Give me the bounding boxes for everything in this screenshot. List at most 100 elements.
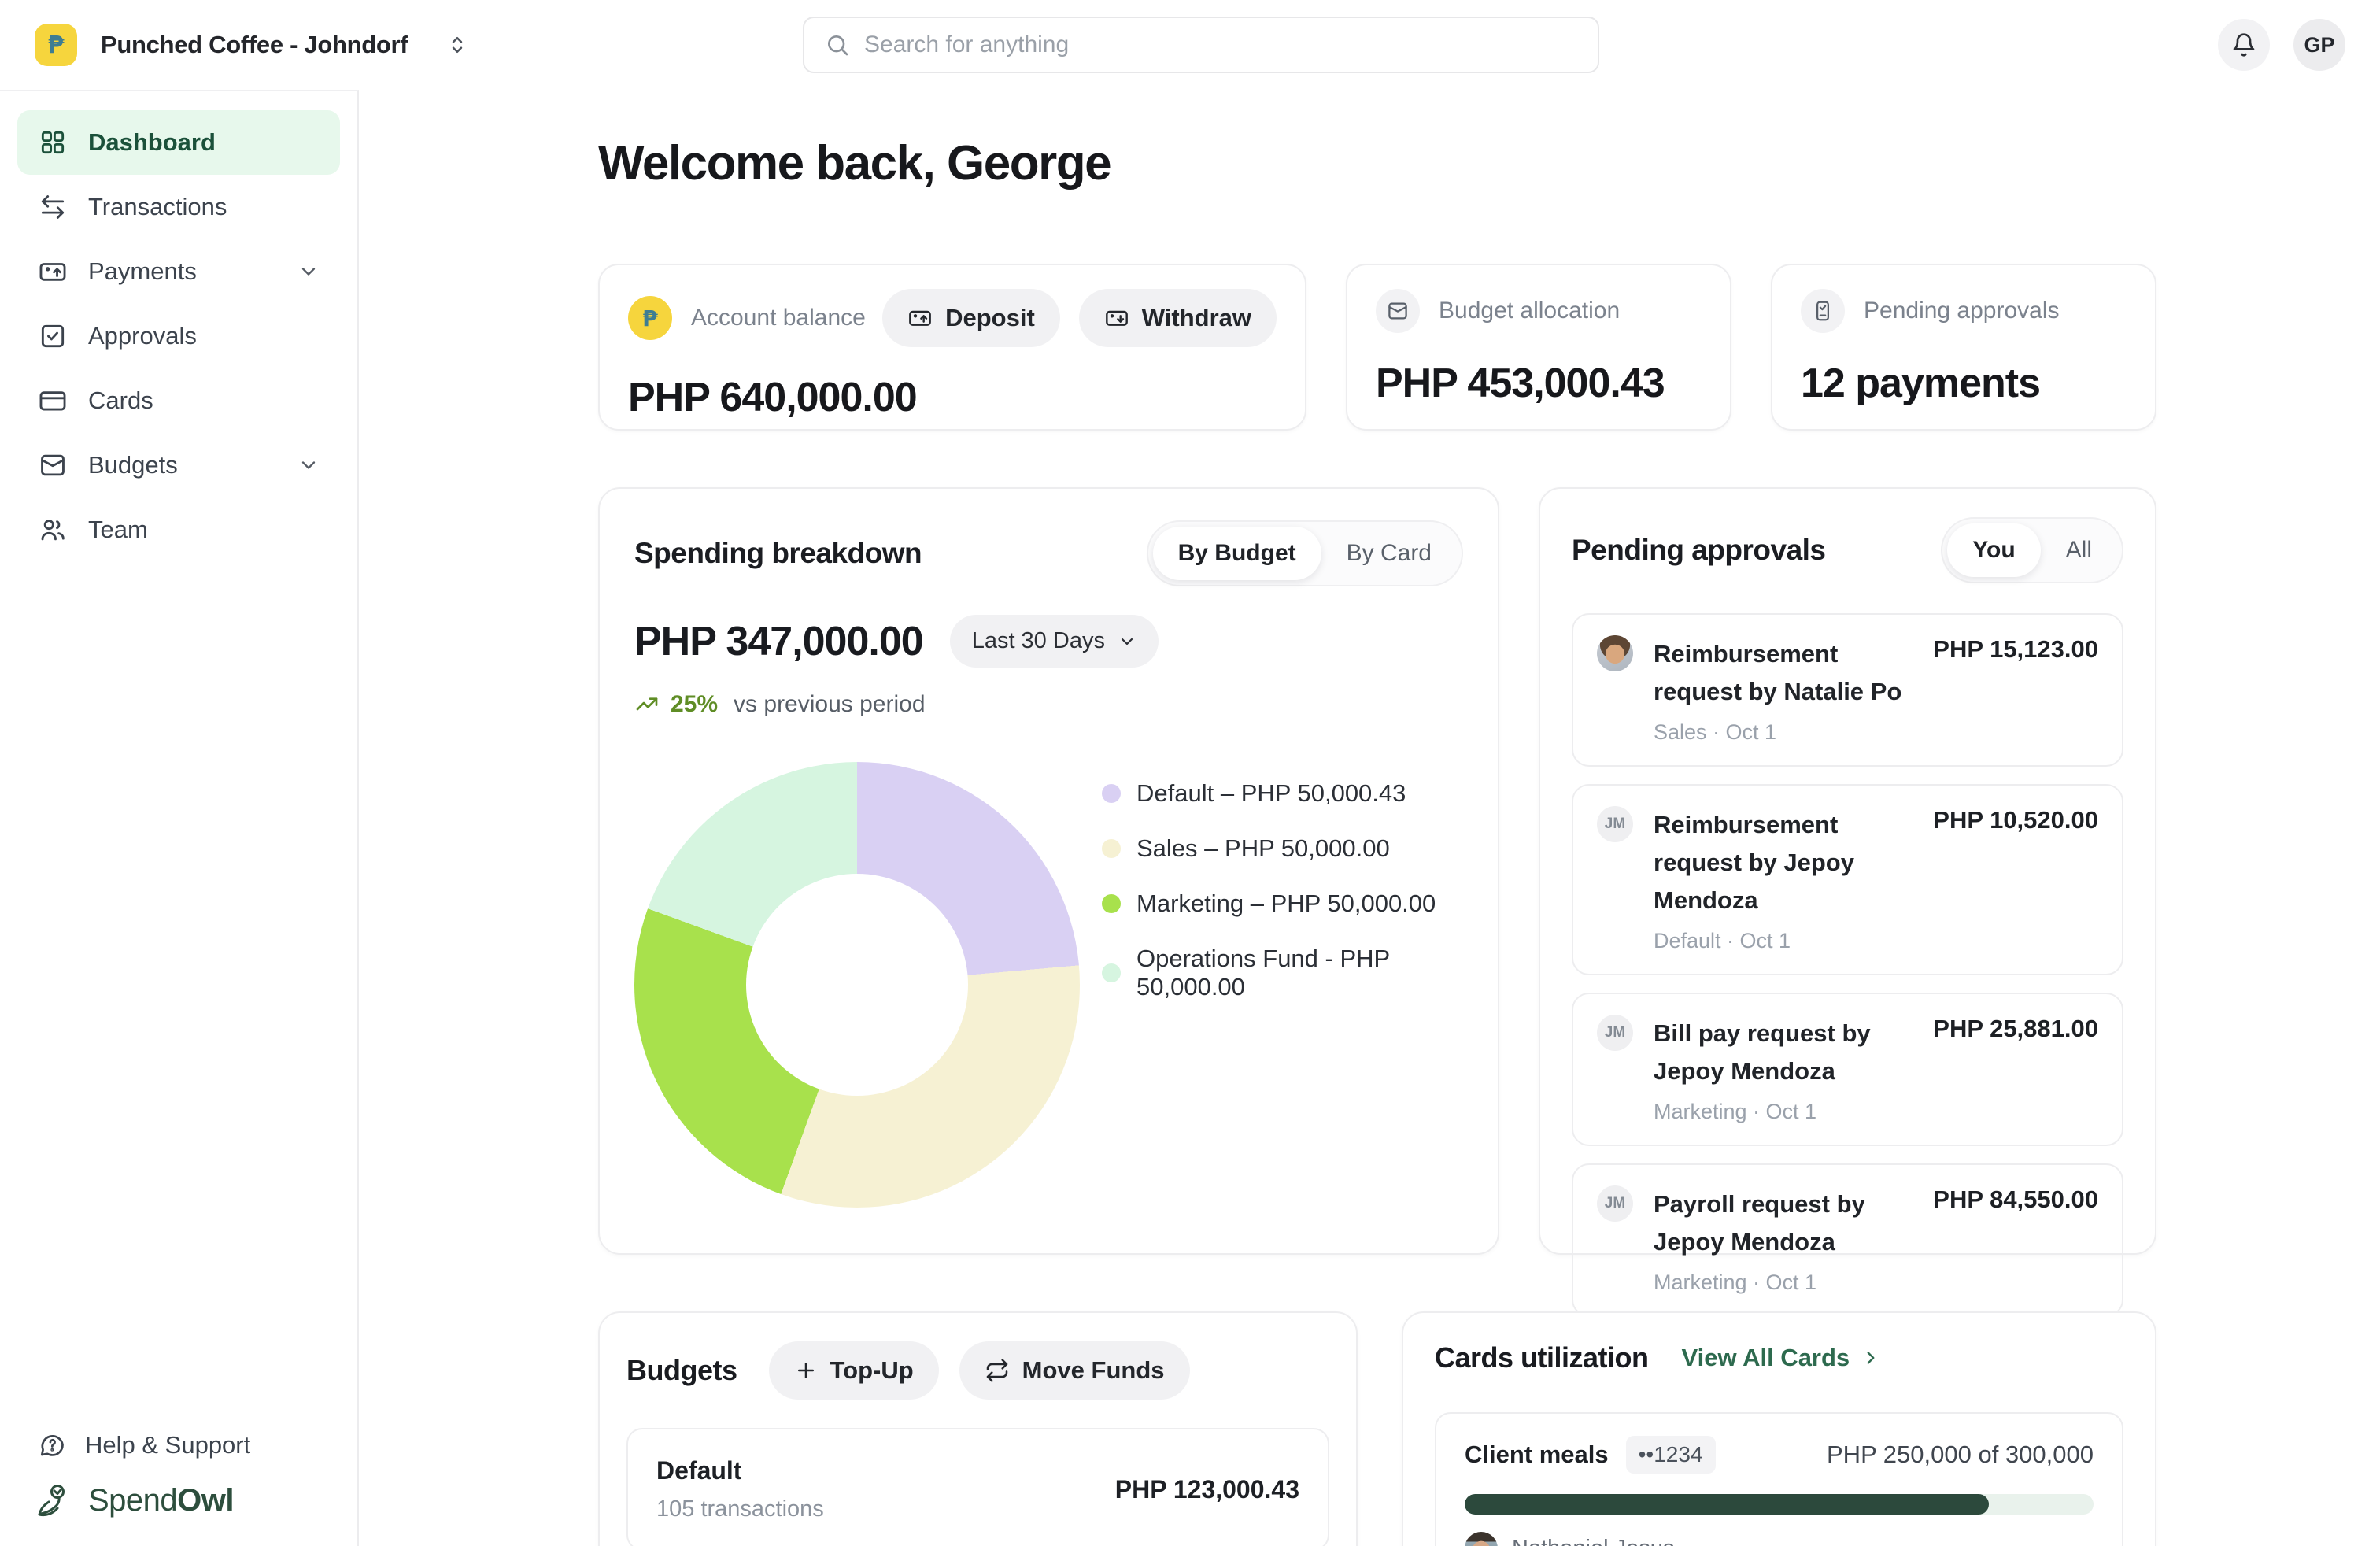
search-input[interactable] (864, 31, 1577, 58)
spendowl-wordmark: SpendOwl (88, 1482, 235, 1518)
sidebar-item-budgets[interactable]: Budgets (17, 433, 340, 497)
card-withdraw-icon (1104, 305, 1129, 331)
card-usage-label: PHP 250,000 of 300,000 (1827, 1441, 2094, 1468)
sidebar-item-label: Dashboard (88, 128, 216, 156)
chevron-right-icon (1861, 1348, 1881, 1368)
card-deposit-icon (907, 305, 933, 331)
app-logo: ₱ (35, 24, 77, 66)
legend-dot-sales (1102, 839, 1121, 858)
spendowl-footer-logo: SpendOwl (17, 1474, 340, 1519)
approval-list-item[interactable]: JM Reimbursement request by Jepoy Mendoz… (1572, 784, 2123, 976)
avatar (1465, 1532, 1498, 1546)
budget-allocation-label: Budget allocation (1439, 298, 1621, 324)
pending-approvals-label: Pending approvals (1864, 298, 2060, 324)
avatar (1597, 635, 1633, 671)
top-bar: ₱ Punched Coffee - Johndorf GP (0, 0, 2380, 90)
approval-list-item[interactable]: Reimbursement request by Natalie Po PHP … (1572, 613, 2123, 767)
toggle-all[interactable]: All (2065, 537, 2092, 563)
people-icon (38, 515, 68, 545)
sidebar-item-label: Approvals (88, 322, 197, 350)
approval-list-item[interactable]: JM Bill pay request by Jepoy Mendoza PHP… (1572, 993, 2123, 1147)
budgets-panel: Budgets Top-Up Move Funds Default (598, 1311, 1358, 1546)
budget-row-default[interactable]: Default 105 transactions PHP 123,000.43 (626, 1428, 1329, 1546)
sidebar-item-approvals[interactable]: Approvals (17, 304, 340, 368)
toggle-by-card[interactable]: By Card (1346, 540, 1432, 566)
grid-icon (38, 128, 68, 157)
deposit-button[interactable]: Deposit (882, 289, 1060, 347)
card-utilization-progress-fill (1465, 1494, 1989, 1515)
spendowl-owl-icon (35, 1481, 72, 1519)
toggle-by-budget[interactable]: By Budget (1152, 527, 1321, 580)
legend-dot-marketing (1102, 894, 1121, 913)
card-utilization-row[interactable]: Client meals ••1234 PHP 250,000 of 300,0… (1435, 1412, 2123, 1546)
search-bar[interactable] (803, 17, 1599, 73)
clipboard-check-icon (1801, 289, 1845, 333)
budget-envelope-icon (38, 450, 68, 480)
donut-legend: Default – PHP 50,000.43 Sales – PHP 50,0… (1102, 762, 1463, 1208)
user-avatar[interactable]: GP (2293, 19, 2345, 71)
up-down-chevrons-icon[interactable] (445, 33, 469, 57)
spending-view-toggle: By Budget By Card (1146, 520, 1463, 586)
trend-caption: vs previous period (734, 691, 926, 717)
withdraw-button[interactable]: Withdraw (1078, 289, 1277, 347)
pending-approvals-count: 12 payments (1801, 361, 2041, 406)
page-title: Welcome back, George (598, 136, 1112, 190)
card-utilization-progress (1465, 1494, 2094, 1515)
avatar: JM (1597, 1015, 1633, 1052)
pending-approvals-card: Pending approvals 12 payments (1771, 264, 2156, 431)
budget-allocation-amount: PHP 453,000.43 (1376, 361, 1665, 406)
pending-approvals-title: Pending approvals (1572, 534, 1826, 566)
pending-approvals-panel: Pending approvals You All Reimbursement … (1539, 487, 2156, 1318)
cards-utilization-panel: Cards utilization View All Cards Client … (1402, 1311, 2156, 1546)
legend-dot-default (1102, 784, 1121, 803)
avatar: JM (1597, 806, 1633, 843)
sidebar-item-payments[interactable]: Payments (17, 239, 340, 304)
search-icon (825, 32, 850, 57)
move-funds-button[interactable]: Move Funds (959, 1341, 1190, 1400)
sidebar-item-transactions[interactable]: Transactions (17, 175, 340, 239)
main-content: Welcome back, George ₱ Account balance D… (359, 90, 2380, 1546)
account-balance-label: Account balance (691, 305, 866, 331)
sidebar-item-dashboard[interactable]: Dashboard (17, 110, 340, 175)
card-send-icon (38, 257, 68, 287)
sidebar-item-label: Team (88, 516, 148, 543)
approval-list-item[interactable]: JM Payroll request by Jepoy Mendoza PHP … (1572, 1163, 2123, 1318)
cards-utilization-title: Cards utilization (1435, 1341, 1649, 1374)
period-dropdown[interactable]: Last 30 Days (949, 615, 1159, 668)
spending-breakdown-title: Spending breakdown (634, 537, 922, 569)
view-all-cards-link[interactable]: View All Cards (1682, 1344, 1882, 1372)
legend-item: Default – PHP 50,000.43 (1102, 779, 1463, 808)
help-bubble-icon (38, 1431, 66, 1459)
credit-card-icon (38, 386, 68, 416)
sidebar-item-cards[interactable]: Cards (17, 368, 340, 433)
account-balance-card: ₱ Account balance Deposit Withdraw (598, 264, 1306, 431)
notifications-button[interactable] (2218, 19, 2270, 71)
check-square-icon (38, 321, 68, 351)
help-support-link[interactable]: Help & Support (17, 1417, 340, 1474)
plus-icon (794, 1359, 818, 1382)
chevron-down-icon[interactable] (298, 454, 320, 476)
spending-donut (634, 762, 1080, 1208)
toggle-you[interactable]: You (1947, 523, 2041, 577)
swap-arrows-icon (38, 192, 68, 222)
org-switcher[interactable]: ₱ Punched Coffee - Johndorf (35, 24, 469, 66)
legend-item: Marketing – PHP 50,000.00 (1102, 890, 1463, 918)
spending-total-amount: PHP 347,000.00 (634, 618, 924, 664)
sidebar: Dashboard Transactions Payments Approval… (0, 90, 359, 1546)
trend-percentage: 25% (671, 691, 719, 717)
trend-up-icon (634, 692, 660, 717)
approvals-scope-toggle: You All (1941, 517, 2123, 583)
peso-coin-icon: ₱ (628, 296, 672, 340)
chevron-down-icon[interactable] (298, 261, 320, 283)
peso-logo-icon: ₱ (47, 31, 65, 59)
legend-dot-operations-fund (1102, 963, 1121, 982)
account-balance-amount: PHP 640,000.00 (628, 375, 918, 420)
spending-breakdown-panel: Spending breakdown By Budget By Card PHP… (598, 487, 1499, 1255)
sidebar-item-team[interactable]: Team (17, 497, 340, 562)
budget-allocation-card: Budget allocation PHP 453,000.43 (1346, 264, 1731, 431)
sidebar-item-label: Transactions (88, 193, 227, 220)
bell-icon (2233, 33, 2255, 57)
legend-item: Sales – PHP 50,000.00 (1102, 834, 1463, 863)
top-up-button[interactable]: Top-Up (768, 1341, 939, 1400)
repeat-arrows-icon (985, 1358, 1010, 1383)
